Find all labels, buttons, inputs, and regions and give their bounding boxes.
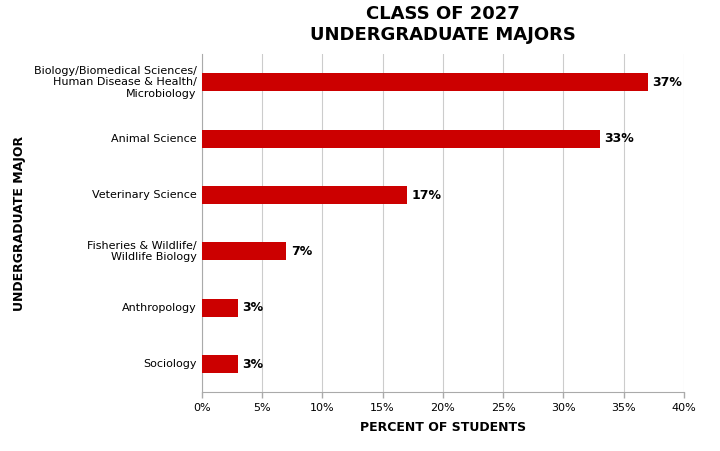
Bar	[202, 355, 238, 373]
Text: 33%: 33%	[604, 132, 634, 145]
Text: 3%: 3%	[243, 358, 264, 371]
X-axis label: PERCENT OF STUDENTS: PERCENT OF STUDENTS	[360, 421, 526, 434]
Y-axis label: UNDERGRADUATE MAJOR: UNDERGRADUATE MAJOR	[12, 136, 25, 311]
Bar	[202, 243, 286, 260]
Bar	[202, 186, 407, 204]
Bar	[202, 299, 238, 317]
Bar	[202, 130, 600, 148]
Text: 17%: 17%	[411, 189, 441, 202]
Bar	[202, 74, 648, 92]
Text: 7%: 7%	[291, 245, 312, 258]
Title: CLASS OF 2027
UNDERGRADUATE MAJORS: CLASS OF 2027 UNDERGRADUATE MAJORS	[310, 5, 576, 44]
Text: 3%: 3%	[243, 301, 264, 314]
Text: 37%: 37%	[652, 76, 683, 89]
